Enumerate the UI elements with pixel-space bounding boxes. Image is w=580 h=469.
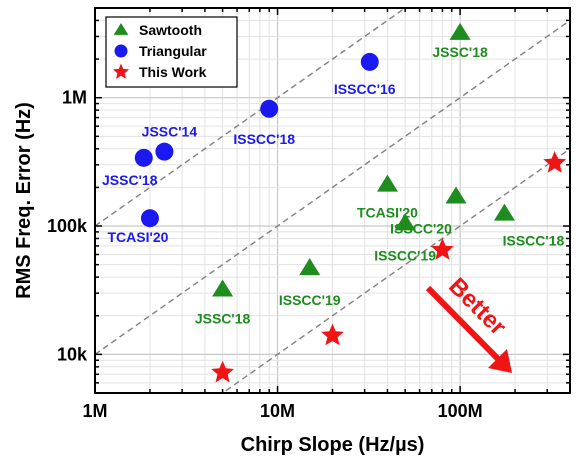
- point-label: ISSCC'19: [279, 292, 341, 308]
- triangular-point: [155, 142, 174, 161]
- reference-line: [95, 8, 407, 227]
- sawtooth-point: [376, 174, 398, 192]
- this-work-point: [543, 151, 567, 173]
- this-work-point: [211, 360, 234, 383]
- point-label: JSSC'18: [195, 311, 251, 327]
- sawtooth-point: [493, 203, 515, 221]
- plot-frame: [94, 7, 571, 394]
- y-axis-label: RMS Freq. Error (Hz): [13, 102, 35, 299]
- x-tick-label: 1M: [82, 401, 107, 421]
- reference-line: [221, 148, 570, 393]
- point-label: TCASI'20: [357, 205, 418, 221]
- this-work-point: [321, 323, 344, 346]
- this-work-point: [431, 238, 454, 260]
- legend-box: [105, 16, 238, 88]
- x-tick-label: 10M: [260, 401, 295, 421]
- sawtooth-point: [299, 258, 321, 276]
- triangular-point: [140, 209, 159, 228]
- point-label: ISSCC'18: [503, 233, 565, 249]
- better-arrow-shaft: [425, 285, 506, 367]
- triangular-point: [360, 52, 379, 71]
- reference-lines: [95, 8, 570, 393]
- sawtooth-point: [445, 186, 467, 204]
- data-points: JSSC'18TCASI'20ISSCC'20ISSCC'18ISSCC'19I…: [102, 22, 567, 383]
- sawtooth-point: [212, 279, 234, 297]
- x-tick-label: 100M: [438, 401, 483, 421]
- point-label: JSSC'18: [432, 44, 488, 60]
- point-label: TCASI'20: [107, 229, 168, 245]
- triangular-point: [260, 99, 279, 118]
- better-arrow-head: [488, 349, 512, 373]
- sawtooth-point: [394, 213, 416, 231]
- x-axis-label: Chirp Slope (Hz/µs): [241, 434, 425, 456]
- legend-circle-marker: [114, 44, 128, 58]
- point-label: JSSC'14: [142, 124, 198, 140]
- legend: Sawtooth Triangular This Work: [105, 16, 238, 88]
- legend-star-marker: [112, 63, 130, 79]
- triangular-point: [134, 148, 153, 167]
- legend-label: Sawtooth: [139, 22, 202, 38]
- reference-line: [95, 19, 570, 355]
- point-label: JSSC'18: [102, 172, 158, 188]
- point-label: ISSCC'19: [374, 247, 436, 263]
- legend-label: Triangular: [139, 43, 207, 59]
- y-tick-label: 1M: [62, 88, 87, 108]
- point-label: ISSCC'18: [233, 131, 295, 147]
- y-tick-label: 100k: [47, 216, 88, 236]
- sawtooth-point: [449, 22, 471, 40]
- legend-triangle-marker: [113, 23, 129, 35]
- legend-label: This Work: [139, 64, 207, 80]
- point-label: ISSCC'16: [334, 81, 396, 97]
- y-tick-label: 10k: [57, 344, 88, 364]
